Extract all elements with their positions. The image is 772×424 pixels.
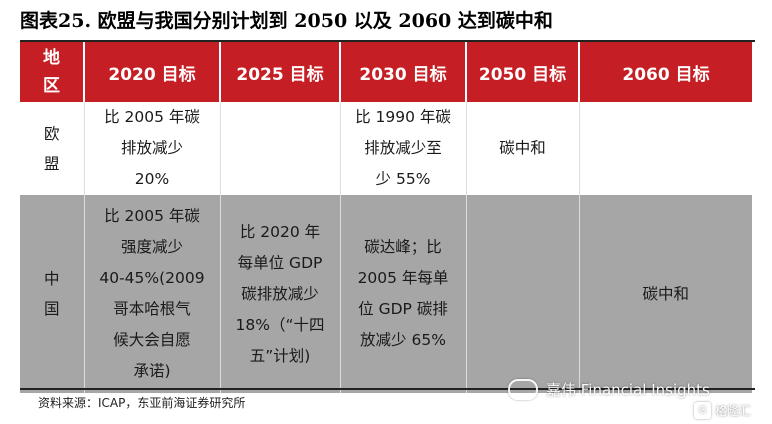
header-2050: 2050 目标 bbox=[466, 42, 580, 102]
eu-2030-cell: 比 1990 年碳 排放减少至 少 55% bbox=[340, 102, 467, 195]
logo-icon: G bbox=[694, 402, 711, 419]
table-row-china: 中 国 比 2005 年碳 强度减少 40-45%(2009 哥本哈根气 候大会… bbox=[20, 195, 752, 393]
region-cell-china: 中 国 bbox=[20, 195, 85, 393]
watermark: 嘉伟 Financial Insights bbox=[508, 378, 710, 400]
header-2060: 2060 目标 bbox=[579, 42, 752, 102]
region-cell-eu: 欧 盟 bbox=[20, 102, 85, 195]
header-region: 地 区 bbox=[20, 42, 85, 102]
china-2030-cell: 碳达峰；比 2005 年每单 位 GDP 碳排 放减少 65% bbox=[340, 195, 467, 393]
table-row-eu: 欧 盟 比 2005 年碳 排放减少 20% 比 1990 年碳 排放减少至 少… bbox=[20, 102, 752, 195]
eu-2025-cell bbox=[220, 102, 341, 195]
china-2050-cell bbox=[466, 195, 580, 393]
bottom-rule bbox=[20, 388, 755, 390]
watermark-text: 嘉伟 Financial Insights bbox=[546, 380, 710, 399]
china-2020-cell: 比 2005 年碳 强度减少 40-45%(2009 哥本哈根气 候大会自愿 承… bbox=[84, 195, 221, 393]
eu-2050-cell: 碳中和 bbox=[466, 102, 580, 195]
logo-text: 格隆汇 bbox=[715, 404, 752, 418]
eu-2060-cell bbox=[579, 102, 752, 195]
source-note: 资料来源：ICAP，东亚前海证券研究所 bbox=[38, 396, 246, 410]
eu-2020-cell: 比 2005 年碳 排放减少 20% bbox=[84, 102, 221, 195]
header-2030: 2030 目标 bbox=[340, 42, 467, 102]
wechat-icon bbox=[508, 378, 538, 400]
table-header-row: 地 区 2020 目标 2025 目标 2030 目标 2050 目标 2060… bbox=[20, 42, 752, 102]
china-2060-cell: 碳中和 bbox=[579, 195, 752, 393]
figure-title: 图表25. 欧盟与我国分别计划到 2050 以及 2060 达到碳中和 bbox=[20, 10, 553, 32]
logo-watermark: G 格隆汇 bbox=[694, 402, 751, 419]
title-rule bbox=[20, 40, 755, 42]
header-2020: 2020 目标 bbox=[84, 42, 221, 102]
china-2025-cell: 比 2020 年 每单位 GDP 碳排放减少 18%（“十四 五”计划) bbox=[220, 195, 341, 393]
header-2025: 2025 目标 bbox=[220, 42, 341, 102]
targets-table: 地 区 2020 目标 2025 目标 2030 目标 2050 目标 2060… bbox=[20, 42, 752, 393]
